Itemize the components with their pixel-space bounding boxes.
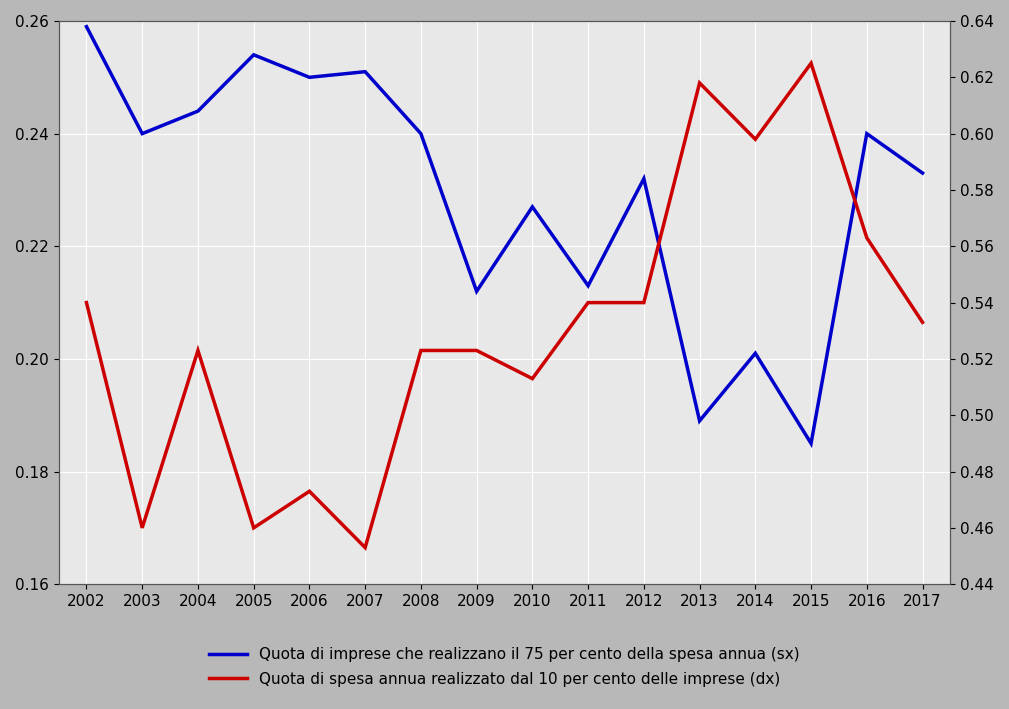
Legend: Quota di imprese che realizzano il 75 per cento della spesa annua (sx), Quota di: Quota di imprese che realizzano il 75 pe… bbox=[202, 640, 807, 694]
